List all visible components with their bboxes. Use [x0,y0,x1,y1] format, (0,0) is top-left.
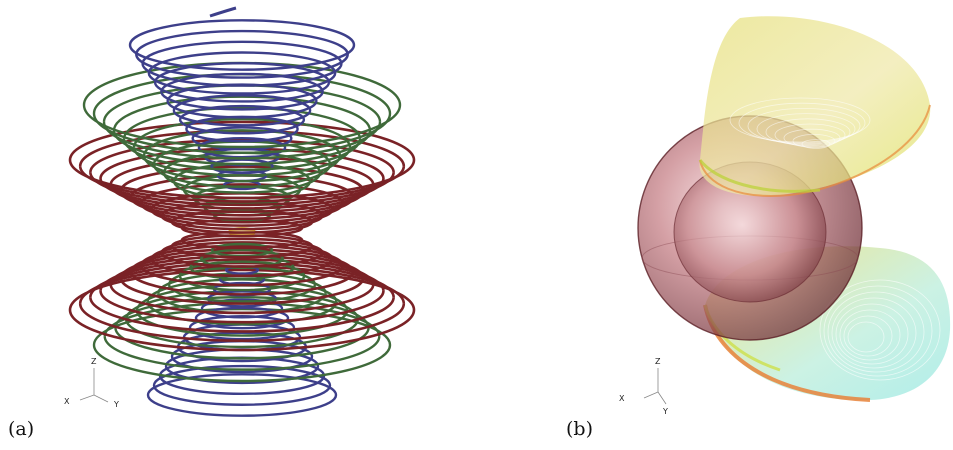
helix-ring [119,251,365,279]
surface-ring [765,118,851,146]
helix-ring [147,51,337,95]
helix-ring [122,106,362,139]
cyan-rings [819,279,941,381]
helix-ring [150,258,334,278]
helix-ring [103,336,381,371]
helix-ring [178,260,306,277]
axis-triad-a: Z X Y [64,357,119,409]
helix-ring [197,137,287,159]
axis-label-x: X [64,397,70,406]
helix-ring [114,296,370,328]
helix-ring [68,268,416,311]
helix-ring [114,327,370,360]
helix-ring [109,284,375,315]
helix-ring [135,29,349,79]
axis-label-z: Z [91,357,97,366]
helix-ring [158,356,326,395]
helix-ring [146,373,338,417]
helix-ring [180,239,304,250]
surface-ring [783,128,841,148]
helix-ring [160,215,324,231]
helix-ring [78,303,406,343]
blue-helix-top-cone [128,19,356,191]
surface-ring [756,113,856,145]
helix-ring [180,227,304,238]
surface-ring [747,108,861,145]
surface-ring [843,315,893,357]
surface-ring [801,139,831,149]
helix-ring [82,104,402,149]
axis-label-y: Y [113,400,119,409]
panel-b-surfaces [637,16,951,402]
helix-ring [128,19,356,71]
helix-ring [162,172,322,194]
helix-ring [92,344,392,383]
axis-label-z: Z [655,357,661,366]
surface-ring [729,97,871,143]
helix-ring [160,237,324,254]
surface-ring [792,133,836,148]
surface-ring [831,297,917,369]
helix-ring [170,245,314,259]
blue-helix-tail [209,6,237,18]
panel-label-b: (b) [566,418,593,440]
surface-ring [827,291,925,373]
helix-ring [68,120,416,161]
helix-ring [119,278,365,305]
panel-a-helices [68,6,416,417]
helix-ring [185,115,299,143]
helix-ring [68,309,416,352]
surface-ring [819,279,941,381]
helix-ring [132,117,352,148]
red-helix-front [68,159,416,352]
helix-ring [89,297,395,333]
helix-ring [160,252,324,268]
helix-ring [172,94,312,127]
helix-ring [160,72,324,111]
helix-ring [89,138,395,173]
helix-ring [146,301,338,326]
axis-triad-b: Z X Y [619,357,668,416]
surface-ring [847,321,885,353]
axis-label-y: Y [662,407,668,416]
helix-ring [135,310,349,337]
helix-ring [170,221,314,234]
top-cap-rings [729,97,871,149]
helix-ring [139,244,345,266]
helix-ring [139,265,345,287]
surface-ring [839,309,901,361]
top-cap-surface [698,16,931,197]
helix-ring [166,83,318,119]
helix-ring [129,271,355,296]
helix-ring [99,258,385,292]
helix-ring [188,315,296,341]
helix-ring [112,95,372,131]
panel-label-a: (a) [8,418,35,440]
helix-ring [99,290,385,324]
helix-ring [89,261,395,298]
helix-ring [167,284,317,303]
surface-ring [774,123,846,147]
axis-label-x: X [619,394,625,403]
helix-ring [119,165,365,192]
surface-ring [823,285,933,377]
helix-ring [141,40,343,87]
surface-ring [835,303,909,365]
helix-ring [150,241,334,260]
